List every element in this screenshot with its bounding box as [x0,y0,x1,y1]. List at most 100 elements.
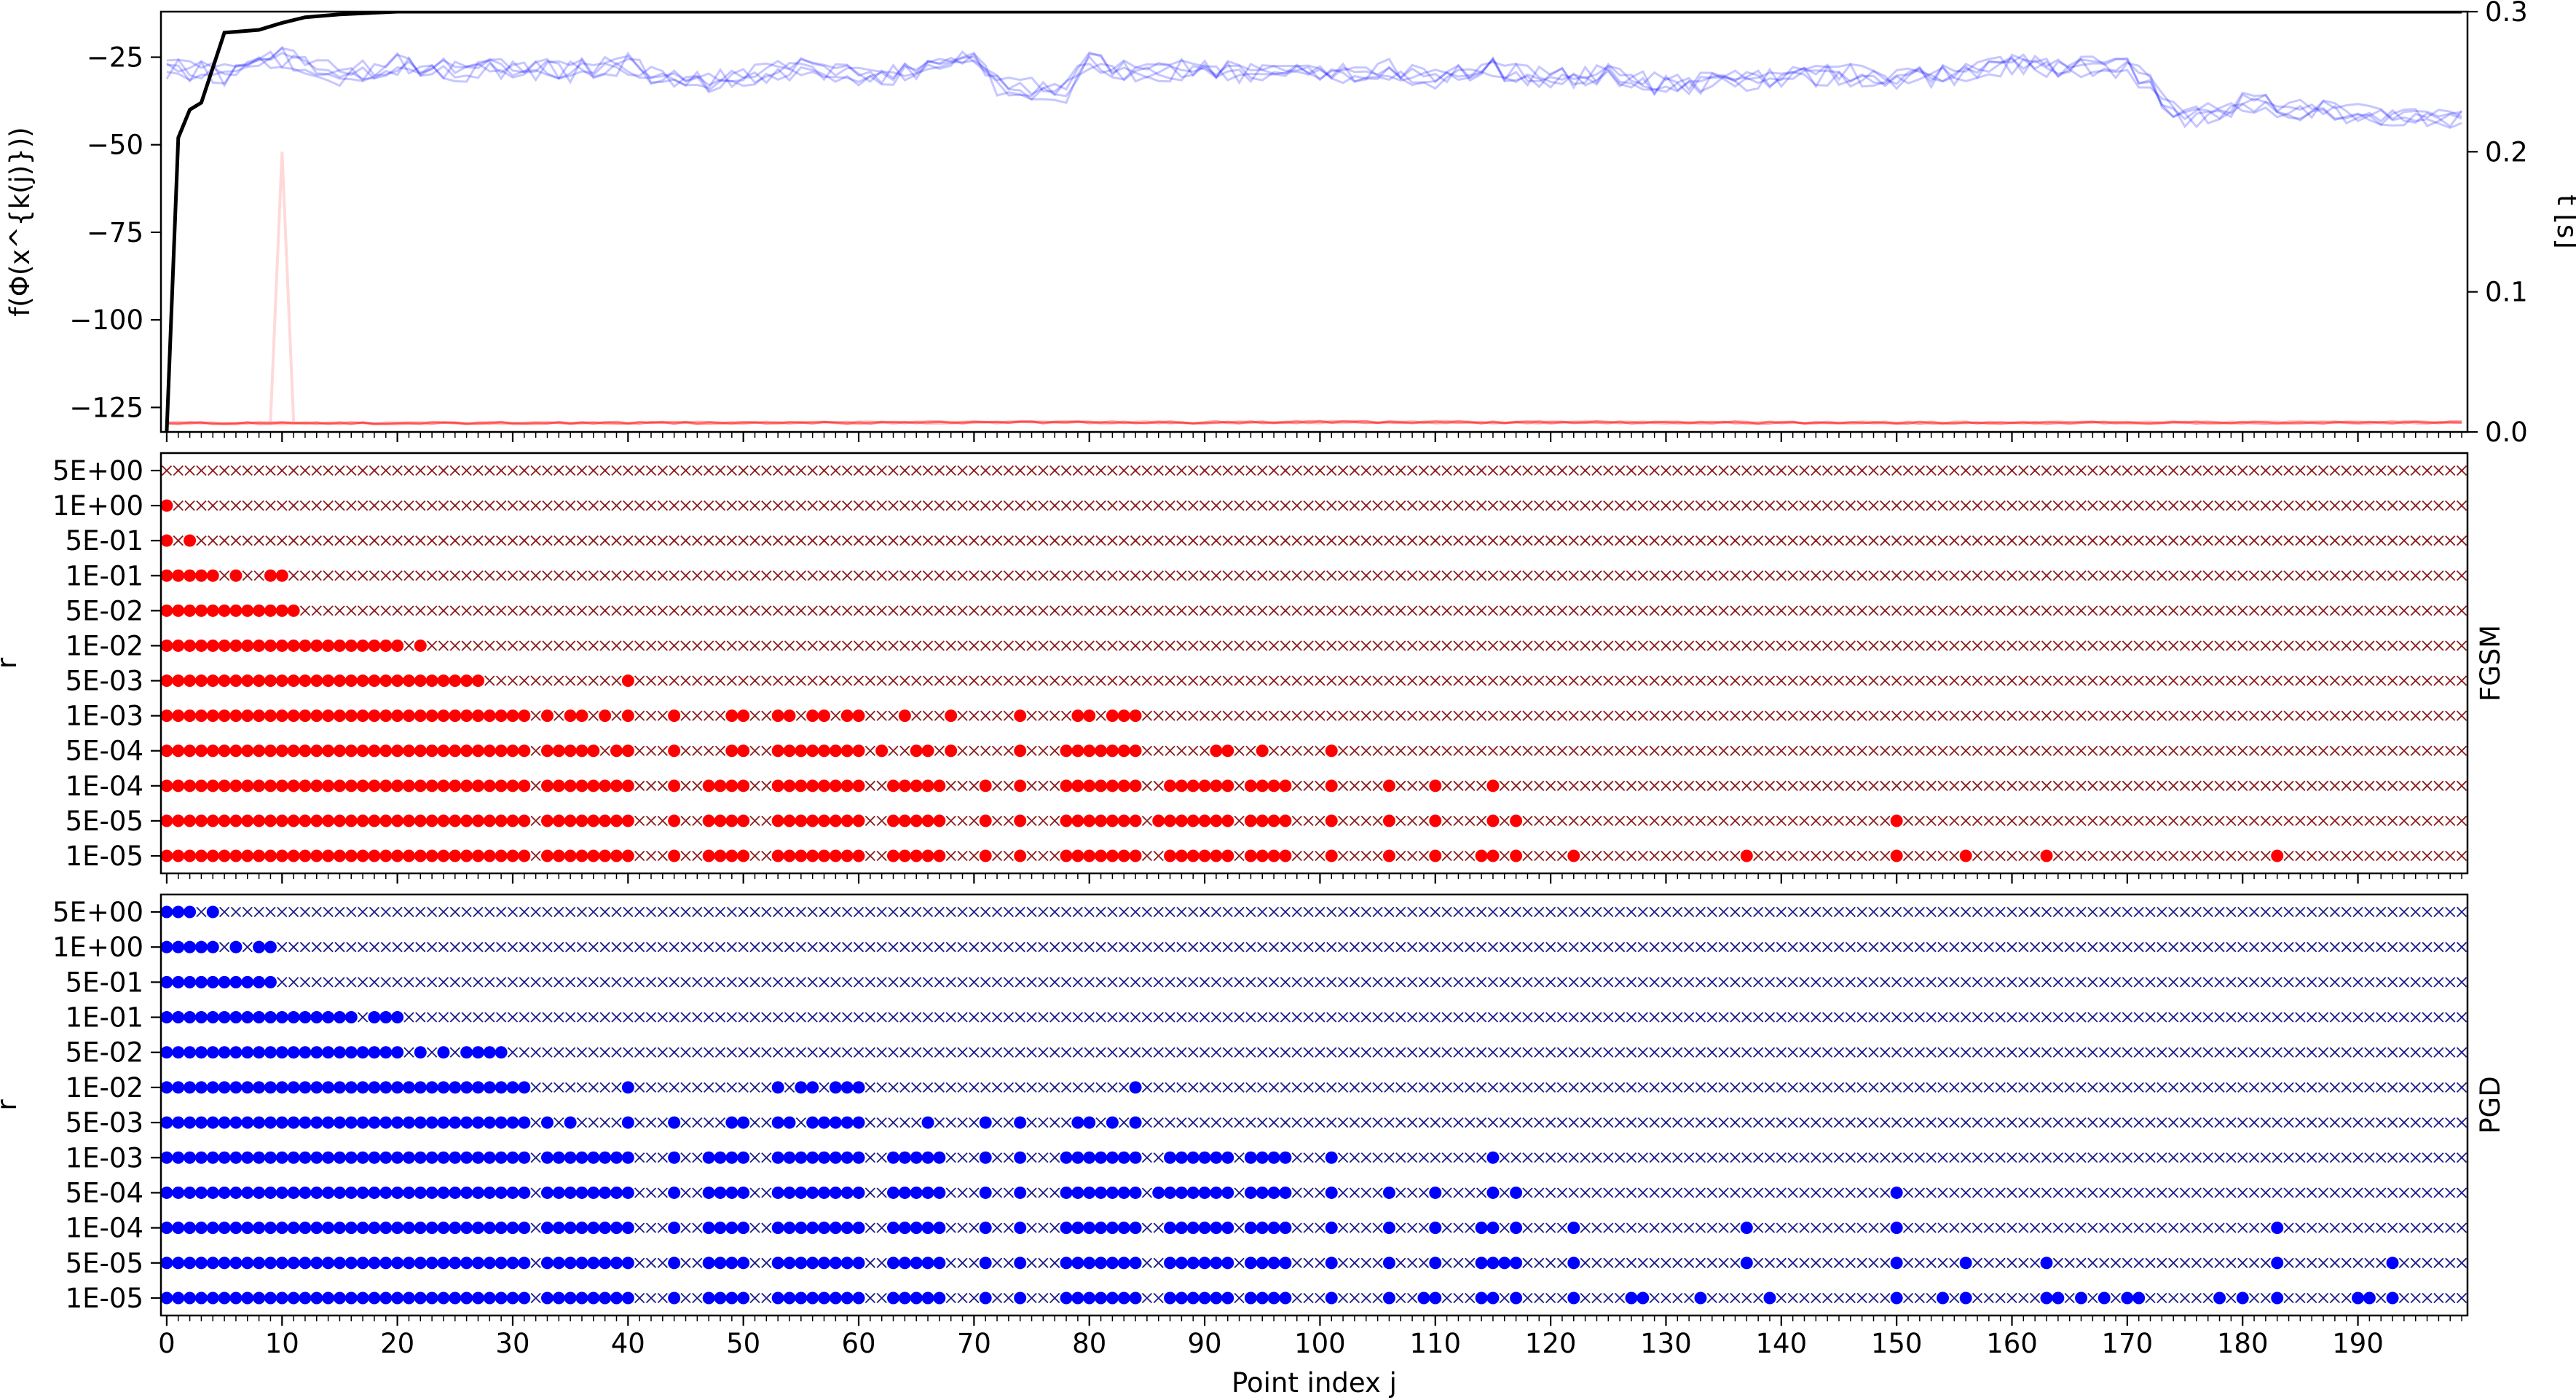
success-marker [206,814,219,827]
fail-marker [645,605,657,616]
fail-marker [1441,570,1452,581]
fail-marker [1141,605,1153,616]
fail-marker [1995,535,2006,546]
success-marker [229,639,243,652]
success-marker [194,604,208,617]
fail-marker [1603,675,1614,686]
fail-marker [2133,500,2144,511]
success-marker [575,1151,588,1164]
success-marker [1164,1257,1177,1270]
fail-marker [1949,675,1960,686]
fail-marker [288,500,299,511]
success-marker [852,1116,865,1129]
fail-marker [2018,535,2029,546]
success-marker [668,814,681,827]
fail-marker [1856,570,1867,581]
success-marker [1267,814,1280,827]
success-marker [1083,1151,1096,1164]
fail-marker [599,500,610,511]
fail-marker [2133,570,2144,581]
success-marker [379,639,393,652]
success-marker [194,1151,208,1164]
fail-marker [657,500,668,511]
success-marker [840,779,854,793]
fail-marker [2422,500,2433,511]
success-marker [310,849,323,862]
fail-marker [2214,605,2225,616]
fail-marker [1337,465,1349,476]
success-marker [714,779,727,793]
fail-marker [1868,675,1879,686]
fail-marker [2052,465,2063,476]
fail-marker [2410,640,2421,651]
success-marker [322,709,335,723]
success-marker [552,814,565,827]
fail-marker [2260,605,2272,616]
success-marker [1129,709,1142,723]
fail-marker [1545,500,1556,511]
fail-marker [311,535,322,546]
fail-marker [1060,535,1072,546]
fail-marker [784,570,795,581]
fail-marker [795,465,806,476]
fail-marker [1591,605,1602,616]
success-marker [184,975,197,988]
success-marker [241,1151,254,1164]
fail-marker [1465,640,1476,651]
success-marker [621,814,634,827]
fail-marker [1556,605,1568,616]
success-marker [610,814,623,827]
success-marker [172,1151,185,1164]
fail-marker [1130,570,1141,581]
fail-marker [1084,570,1095,581]
success-marker [425,1186,438,1199]
fail-marker [2099,465,2110,476]
fail-marker [669,570,680,581]
fail-marker [1591,535,1602,546]
success-marker [1486,1151,1500,1164]
success-marker [322,639,335,652]
success-marker [253,709,266,723]
fail-marker [173,535,184,546]
fail-marker [1049,570,1060,581]
success-marker [241,1222,254,1235]
fail-marker [554,465,564,476]
fail-marker [2410,570,2421,581]
fail-marker [323,500,334,511]
success-marker [460,1081,473,1094]
fail-marker [1764,465,1776,476]
fail-marker [2317,640,2329,651]
success-marker [483,709,496,723]
fail-marker [1165,675,1175,686]
fail-marker [680,570,691,581]
fail-marker [611,570,622,581]
success-marker [806,1186,819,1199]
fail-marker [1718,675,1729,686]
success-marker [356,1116,369,1129]
fail-marker [738,570,749,581]
fail-marker [1522,500,1533,511]
success-marker [1198,1151,1211,1164]
fail-marker [726,570,737,581]
success-marker [1210,1257,1223,1270]
fail-marker [299,535,311,546]
fail-marker [1730,675,1741,686]
success-marker [460,1222,473,1235]
fail-marker [542,465,553,476]
fail-marker [1730,605,1741,616]
fail-marker [438,605,449,616]
success-marker [344,639,358,652]
success-marker [379,1046,393,1059]
fail-marker [2030,570,2041,581]
fail-marker [1718,465,1729,476]
success-marker [1256,1151,1269,1164]
fail-marker [2341,500,2352,511]
success-marker [160,814,173,827]
success-marker [840,1116,854,1129]
r-tick-label: 5E-01 [66,525,143,557]
fail-marker [1153,675,1164,686]
fail-marker [2237,675,2248,686]
success-marker [264,639,277,652]
success-marker [322,744,335,758]
fail-marker [357,500,369,511]
